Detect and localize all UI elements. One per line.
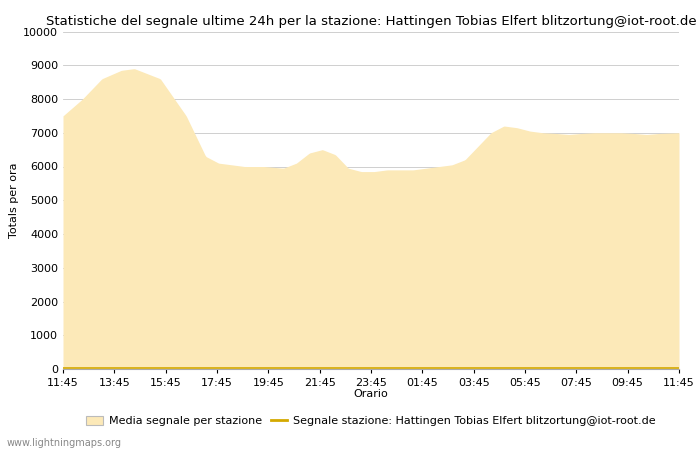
Legend: Media segnale per stazione, Segnale stazione: Hattingen Tobias Elfert blitzortun: Media segnale per stazione, Segnale staz… bbox=[82, 412, 660, 431]
Title: Statistiche del segnale ultime 24h per la stazione: Hattingen Tobias Elfert blit: Statistiche del segnale ultime 24h per l… bbox=[46, 14, 696, 27]
Y-axis label: Totals per ora: Totals per ora bbox=[9, 162, 19, 238]
Text: www.lightningmaps.org: www.lightningmaps.org bbox=[7, 438, 122, 448]
X-axis label: Orario: Orario bbox=[354, 389, 388, 400]
